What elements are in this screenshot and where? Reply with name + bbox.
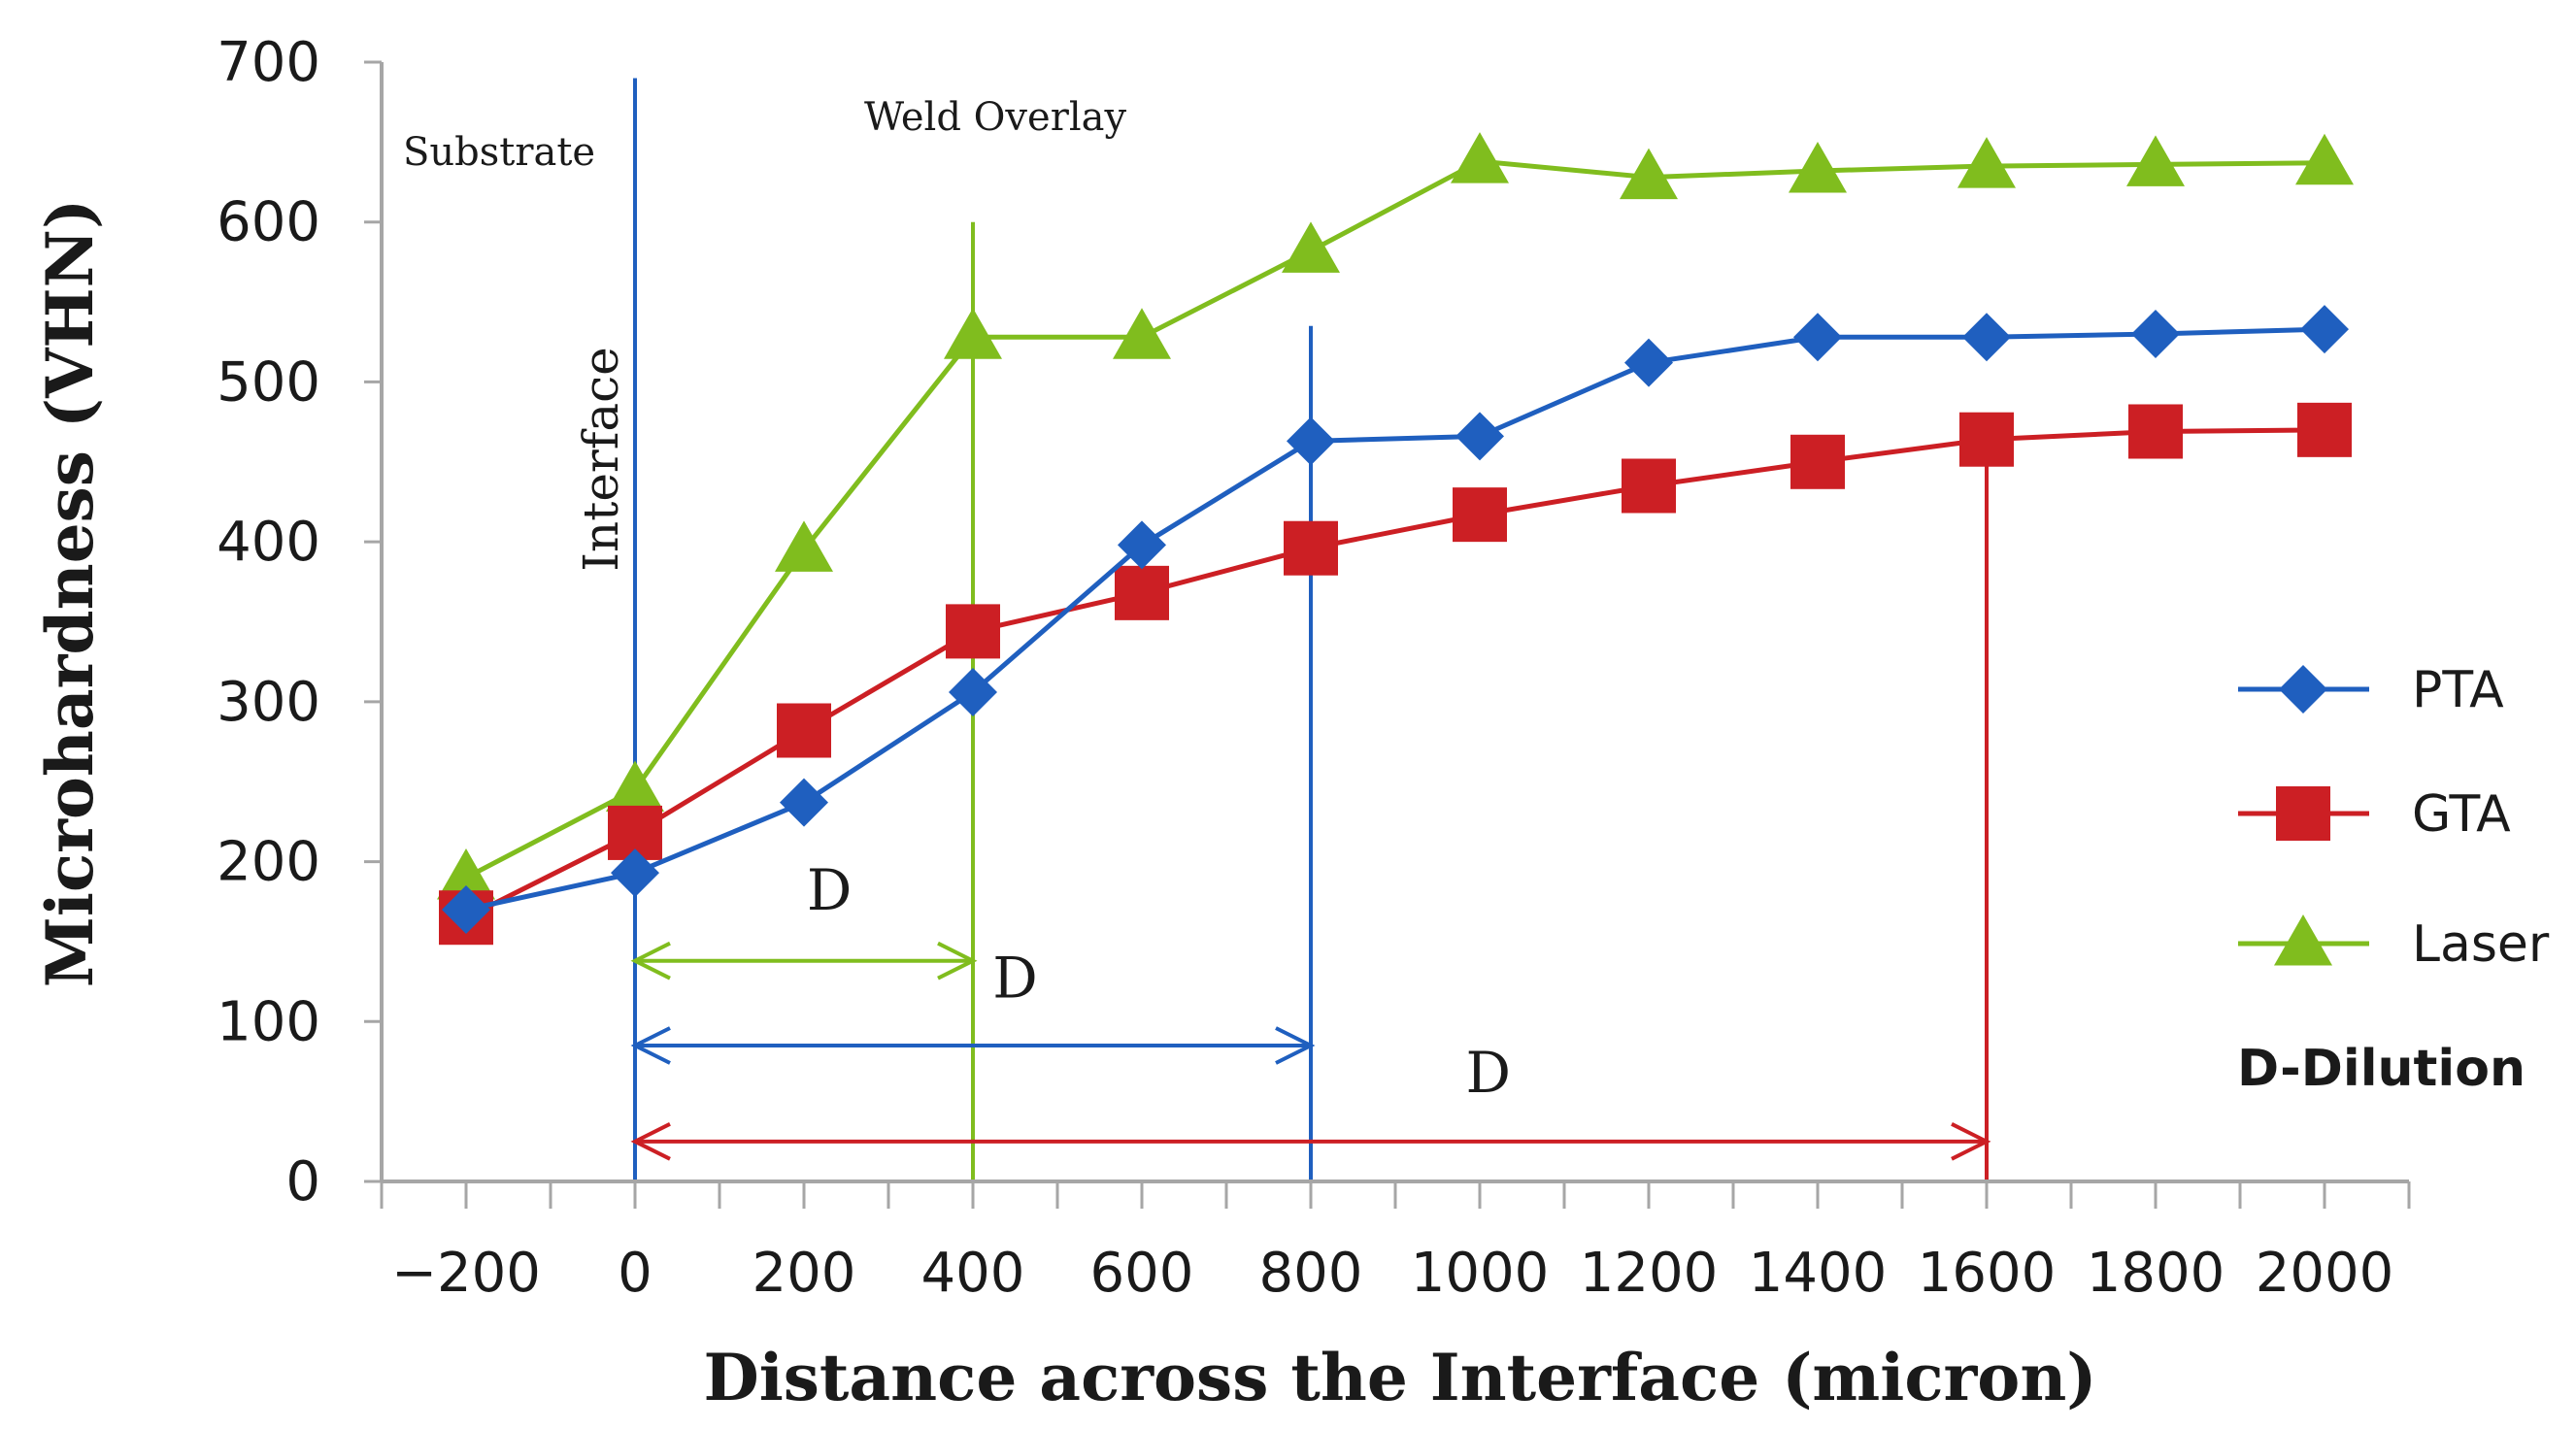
y-tick-label: 0 [285,1150,320,1213]
y-tick-label: 700 [217,31,320,94]
arrow-head-right [937,941,978,980]
data-point-laser [1957,137,2016,188]
data-point-gta [1284,520,1338,576]
dilution-label: D [807,857,853,923]
data-point-pta [2131,310,2180,359]
data-point-pta [1962,313,2011,362]
data-point-gta [2297,402,2352,457]
x-tick-label: 1800 [2087,1242,2225,1305]
data-point-pta [1287,416,1335,466]
data-point-laser [1282,221,1340,273]
legend-label: Laser [2412,915,2550,974]
series-line-pta [465,326,2325,913]
arrow-head-left [630,941,671,980]
substrate-label: Substrate [403,130,595,175]
arrow-head-left [630,1122,671,1161]
x-tick-label: 800 [1259,1242,1363,1305]
data-point-laser [1620,148,1678,200]
data-point-pta [1118,520,1166,570]
data-point-laser [1113,308,1171,359]
data-point-gta [777,703,831,758]
legend-item-pta: PTA [2238,661,2504,719]
data-point-gta [1959,412,2014,467]
y-tick-label: 400 [217,511,320,574]
data-point-pta [611,848,659,898]
data-point-gta [1790,434,1845,489]
data-point-pta [1793,313,1842,362]
y-tick-label: 300 [217,671,320,734]
data-point-laser [1789,142,1847,193]
data-point-gta [1453,487,1507,543]
dilution-label: D [1465,1040,1511,1106]
x-axis-title: Distance across the Interface (micron) [703,1340,2096,1415]
data-point-gta [1115,565,1169,620]
data-point-laser [775,520,833,572]
arrow-head-right [1275,1026,1316,1065]
annotation-text: Substrate Weld Overlay Interface D D D [403,95,1511,1106]
data-point-gta [1622,458,1676,514]
interface-label: Interface [573,347,629,571]
series-laser [437,132,2354,900]
annotation-lines [630,78,1991,1181]
data-point-pta [949,667,997,716]
legend-item-laser: Laser [2238,914,2550,974]
data-point-laser [437,848,495,900]
x-tick-label: 1000 [1411,1242,1550,1305]
legend-label: GTA [2412,785,2511,844]
x-tick-label: 200 [753,1242,856,1305]
x-tick-label: 400 [921,1242,1025,1305]
data-point-gta [946,604,1000,659]
legend-item-gta: GTA [2238,785,2511,844]
x-tick-label: 1200 [1580,1242,1719,1305]
x-tick-label: 600 [1090,1242,1194,1305]
series-gta [439,402,2352,946]
legend: PTA GTA Laser D-Dilution [2237,661,2550,1098]
legend-marker-pta [2279,665,2327,714]
arrow-head-left [630,1026,671,1065]
series-pta [442,305,2349,934]
x-tick-label: 0 [618,1242,652,1305]
data-point-laser [2126,135,2185,186]
weld-overlay-label: Weld Overlay [864,95,1126,140]
legend-marker-laser [2274,914,2332,966]
legend-label: PTA [2412,661,2504,719]
series-line-gta [464,427,2325,920]
arrow-head-right [1951,1122,1991,1161]
data-point-pta [442,884,490,934]
data-point-pta [780,778,828,827]
y-tick-label: 600 [217,191,320,254]
y-tick-label: 200 [217,831,320,894]
dilution-note: D-Dilution [2237,1040,2526,1098]
data-point-laser [2295,133,2354,185]
dilution-label: D [992,946,1038,1012]
data-point-laser [606,760,664,812]
x-tick-label: 1600 [1918,1242,2057,1305]
axes: −200 0 200 400 600 800 1000 1200 1400 1600 1800 200… [217,31,2411,1305]
y-tick-label: 500 [217,350,320,414]
y-tick-label: 100 [217,990,320,1053]
data-point-laser [944,308,1002,359]
data-point-pta [2300,305,2349,354]
series-layer [437,132,2354,946]
data-point-pta [1455,412,1504,461]
data-point-laser [1451,132,1509,183]
x-tick-label: −200 [391,1242,541,1305]
data-point-gta [2128,404,2183,459]
x-tick-label: 2000 [2256,1242,2394,1305]
data-point-pta [1624,338,1673,387]
legend-marker-gta [2276,786,2330,841]
x-tick-label: 1400 [1749,1242,1888,1305]
y-axis-title: Microhardness (VHN) [32,199,108,987]
series-line-laser [464,158,2325,881]
